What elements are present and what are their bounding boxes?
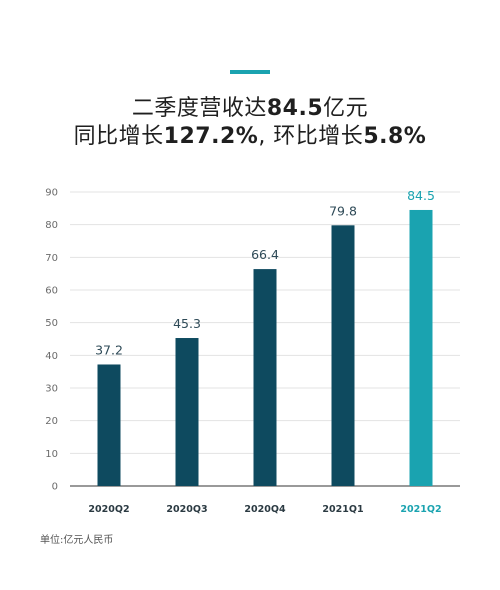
bar-2020Q2 [97, 364, 121, 486]
unit-note: 单位:亿元人民币 [40, 535, 114, 546]
data-label-2021Q2: 84.5 [407, 188, 435, 203]
title-line1-prefix: 二季度营收达 [131, 96, 267, 121]
title-line2-mid: , 环比增长 [258, 124, 364, 149]
title-line1-suffix: 亿元 [323, 96, 369, 121]
category-label-2021Q1: 2021Q1 [322, 504, 363, 515]
y-tick-label: 60 [45, 286, 58, 297]
bar-2020Q4 [253, 269, 277, 486]
title-yoy-value: 127.2% [163, 124, 259, 149]
title-revenue-value: 84.5 [266, 96, 324, 121]
data-label-2020Q4: 66.4 [251, 247, 279, 262]
bar-2020Q3 [175, 338, 199, 486]
category-label-2020Q4: 2020Q4 [244, 504, 286, 515]
data-label-2021Q1: 79.8 [329, 203, 357, 218]
title-qoq-value: 5.8% [363, 124, 427, 149]
title-line2-prefix: 同比增长 [73, 124, 164, 149]
bars [97, 209, 433, 486]
y-tick-label: 70 [45, 253, 58, 264]
y-tick-label: 90 [45, 188, 58, 199]
category-label-2020Q3: 2020Q3 [166, 504, 207, 515]
y-axis-ticks: 0 10 20 30 40 50 60 70 80 90 [45, 188, 58, 493]
x-axis-categories: 2020Q2 2020Q3 2020Q4 2021Q1 2021Q2 [88, 504, 441, 515]
y-tick-label: 80 [45, 220, 58, 231]
y-tick-label: 20 [45, 416, 58, 427]
title-accent-bar [230, 70, 270, 74]
data-labels: 37.2 45.3 66.4 79.8 84.5 [95, 188, 435, 358]
category-label-2020Q2: 2020Q2 [88, 504, 129, 515]
y-tick-label: 40 [45, 351, 58, 362]
y-tick-label: 50 [45, 318, 58, 329]
y-tick-label: 10 [45, 449, 58, 460]
y-tick-label: 30 [45, 384, 58, 395]
chart-title-line-2: 同比增长127.2%, 环比增长5.8% [0, 118, 500, 150]
category-label-2021Q2: 2021Q2 [400, 504, 441, 515]
bar-2021Q1 [331, 225, 355, 486]
y-tick-label: 0 [52, 482, 58, 493]
data-label-2020Q3: 45.3 [173, 316, 201, 331]
chart-title-line-1: 二季度营收达84.5亿元 [0, 90, 500, 122]
data-label-2020Q2: 37.2 [95, 342, 123, 357]
bar-2021Q2 [409, 209, 433, 486]
